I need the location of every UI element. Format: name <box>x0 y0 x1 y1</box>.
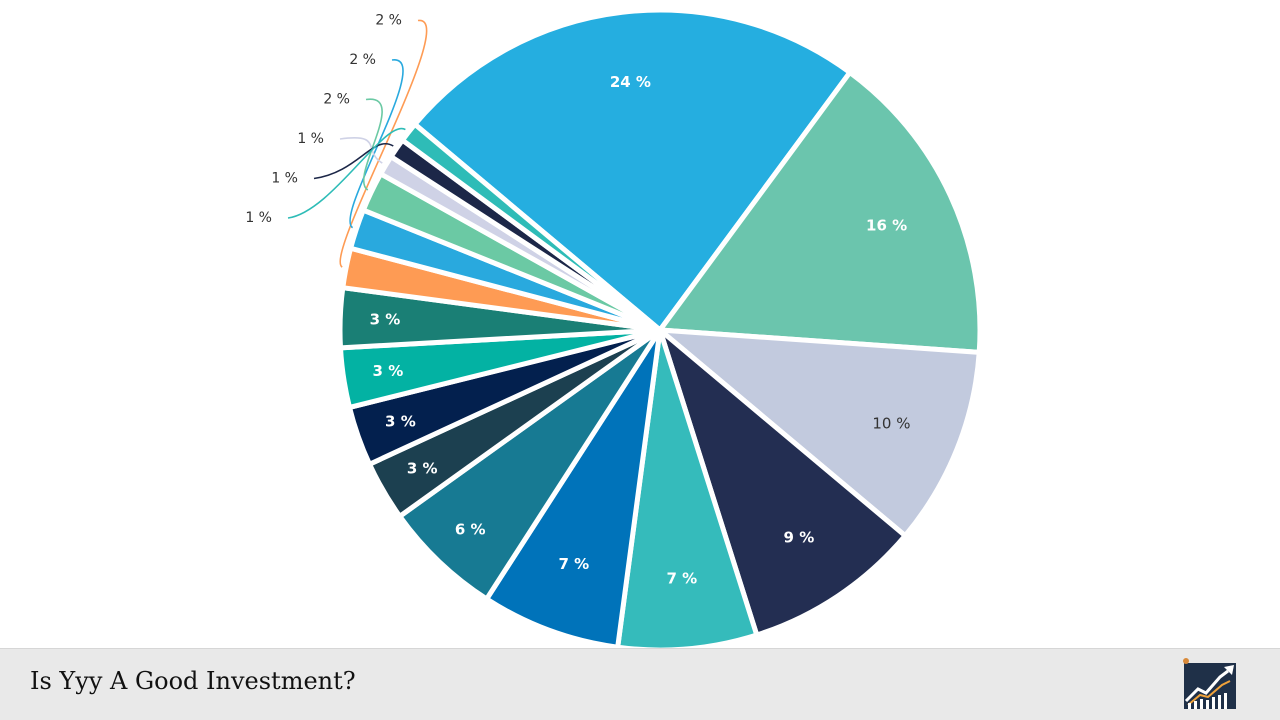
slice-label-4: 9 % <box>784 528 815 546</box>
slice-label-16: 1 % <box>271 171 298 187</box>
pie-chart: 24 % 16 % 10 % 9 % 7 % 7 % 6 % 3 % 3 % 3 % 3 % 2 % 2… <box>245 7 983 648</box>
slice-label-14: 2 % <box>323 92 350 108</box>
rising-chart-logo-icon <box>1183 658 1236 709</box>
pie-slice-6 <box>484 327 663 648</box>
slice-label-9: 3 % <box>385 412 416 430</box>
slice-label-2: 16 % <box>866 216 907 234</box>
pie-chart-area: 24 % 16 % 10 % 9 % 7 % 7 % 6 % 3 % 3 % 3 % 3 % 2 % 2… <box>245 7 983 648</box>
slice-label-10: 3 % <box>373 362 404 380</box>
footer-bar: Is Yyy A Good Investment? <box>0 648 1280 720</box>
label-connector-15 <box>339 137 383 164</box>
slice-label-7: 6 % <box>455 520 486 538</box>
slice-label-1: 24 % <box>610 73 651 91</box>
slice-label-12: 2 % <box>375 13 402 29</box>
slice-label-17: 1 % <box>245 210 272 226</box>
slice-label-11: 3 % <box>370 310 401 328</box>
slice-label-5: 7 % <box>666 570 697 588</box>
slice-label-13: 2 % <box>349 52 376 68</box>
slice-label-8: 3 % <box>407 459 438 477</box>
label-connector-16 <box>313 143 394 180</box>
label-connector-12 <box>339 19 428 268</box>
slice-label-6: 7 % <box>558 555 589 573</box>
label-connector-17 <box>287 127 406 219</box>
pie-slice-1 <box>412 7 853 333</box>
pie-slice-3 <box>657 327 982 539</box>
pie-slice-2 <box>657 69 983 355</box>
pie-slice-4 <box>657 327 908 638</box>
label-connector-13 <box>349 59 404 229</box>
label-connector-14 <box>362 98 383 191</box>
pie-slice-5 <box>615 327 760 648</box>
pie-slice-17 <box>399 121 663 333</box>
slice-label-3: 10 % <box>872 415 910 433</box>
slice-label-15: 1 % <box>297 131 324 147</box>
page-title: Is Yyy A Good Investment? <box>30 667 356 695</box>
